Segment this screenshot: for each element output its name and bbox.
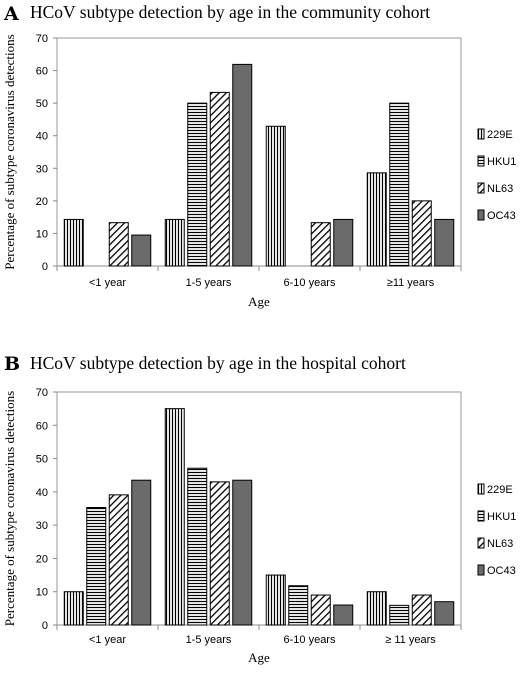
bar-hku1-1 [86,507,107,626]
legend: 229E HKU1 NL63 OC43 [477,483,516,577]
x-axis-label: Age [248,650,270,665]
bar-nl63-3 [310,222,331,267]
bar-oc43-1 [131,479,152,626]
bar-oc43-4 [434,218,455,267]
legend-swatch-229e [477,128,485,140]
legend-swatch-oc43 [477,209,485,221]
legend-label-hku1: HKU1 [487,156,516,168]
x-category-label: 6-10 years [284,634,336,646]
legend-label-nl63: NL63 [487,183,513,195]
legend-label-hku1: HKU1 [487,511,516,523]
legend-label-229e: 229E [487,129,513,141]
bar-229e-3 [265,125,286,267]
y-tick-label: 40 [36,487,48,499]
chart-title: HCoV subtype detection by age in the com… [30,2,430,22]
y-tick-label: 30 [36,163,48,175]
y-tick-label: 50 [36,454,48,466]
bar-hku1-4 [389,604,410,626]
bar-229e-1 [63,218,84,267]
y-tick-label: 10 [36,587,48,599]
bar-hku1-2 [187,102,208,267]
legend: 229E HKU1 NL63 OC43 [477,128,516,222]
y-axis-label: Percentage of subtype coronavirus detect… [2,391,17,626]
x-category-label: 6-10 years [284,277,336,289]
bar-hku1-4 [389,102,410,267]
y-tick-label: 0 [42,261,48,273]
bar-nl63-4 [411,200,432,267]
y-tick-label: 70 [36,387,48,399]
legend-swatch-229e [477,483,485,495]
y-tick-label: 10 [36,228,48,240]
bar-oc43-2 [232,63,253,267]
x-category-label: <1 year [89,277,126,289]
x-axis-label: Age [248,294,270,309]
legend-swatch-nl63 [477,537,485,549]
bar-oc43-3 [333,218,354,267]
bar-oc43-1 [131,234,152,267]
legend-label-oc43: OC43 [487,565,516,577]
legend-label-oc43: OC43 [487,210,516,222]
legend-swatch-nl63 [477,182,485,194]
bar-oc43-3 [333,604,354,626]
legend-swatch-hku1 [477,510,485,522]
bar-229e-2 [164,218,185,267]
bar-229e-3 [265,574,286,626]
x-category-label: 1-5 years [186,634,232,646]
y-tick-label: 20 [36,553,48,565]
y-tick-label: 60 [36,420,48,432]
bar-nl63-2 [209,481,230,626]
bar-nl63-4 [411,594,432,626]
y-tick-label: 0 [42,620,48,632]
legend-label-nl63: NL63 [487,538,513,550]
bar-nl63-3 [310,594,331,626]
bar-nl63-1 [108,222,129,267]
bar-229e-4 [366,172,387,267]
chart-panel-a: A HCoV subtype detection by age in the co… [2,2,516,309]
bar-hku1-3 [288,585,309,626]
legend-label-229e: 229E [487,484,513,496]
y-tick-label: 20 [36,196,48,208]
legend-swatch-hku1 [477,155,485,167]
bar-nl63-1 [108,494,129,626]
y-axis-label: Percentage of subtype coronavirus detect… [2,34,17,269]
x-category-label: ≥11 years [387,277,435,289]
x-category-label: 1-5 years [186,277,232,289]
y-tick-label: 50 [36,98,48,110]
chart-title: HCoV subtype detection by age in the hos… [30,353,406,373]
bar-hku1-2 [187,467,208,626]
x-category-label: ≥ 11 years [385,634,436,646]
bar-229e-4 [366,591,387,626]
chart-panel-b: B HCoV subtype detection by age in the ho… [2,353,516,665]
bar-oc43-2 [232,479,253,626]
legend-swatch-oc43 [477,564,485,576]
panel-letter: B [4,353,20,375]
bar-nl63-2 [209,91,230,267]
y-tick-label: 40 [36,131,48,143]
y-tick-label: 70 [36,33,48,45]
bar-229e-2 [164,408,185,626]
bar-oc43-4 [434,601,455,626]
panel-letter: A [3,3,19,25]
y-tick-label: 60 [36,66,48,78]
x-category-label: <1 year [89,634,126,646]
bar-229e-1 [63,591,84,626]
y-tick-label: 30 [36,520,48,532]
